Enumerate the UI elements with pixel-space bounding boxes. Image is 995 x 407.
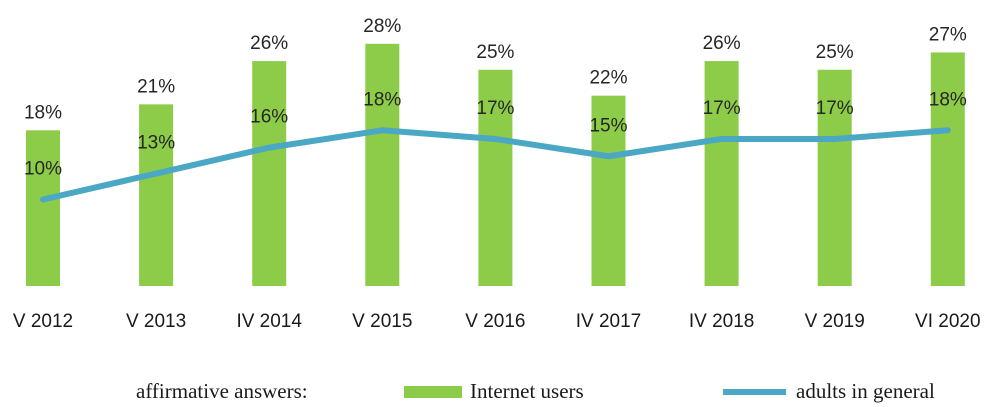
bar-value-label: 26% xyxy=(703,33,741,54)
line-value-label: 15% xyxy=(589,115,627,136)
bar-value-label: 26% xyxy=(250,33,288,54)
bar-internet-users xyxy=(478,69,513,286)
x-tick-label: VI 2020 xyxy=(915,311,981,332)
bar-value-label: 22% xyxy=(589,68,627,89)
legend-label-adults-in-general: adults in general xyxy=(796,379,935,403)
bar-value-label: 25% xyxy=(476,42,514,63)
bar-internet-users xyxy=(365,43,400,286)
line-group xyxy=(40,127,951,203)
x-tick-label: IV 2018 xyxy=(689,311,755,332)
x-tick-label: V 2013 xyxy=(126,311,186,332)
x-axis-ticks: V 2012 V 2013 IV 2014 V 2015 V 2016 IV 2017 IV… xyxy=(13,311,981,332)
line-value-label: 17% xyxy=(476,98,514,119)
x-tick-label: V 2012 xyxy=(13,311,73,332)
bar-internet-users xyxy=(252,61,287,286)
legend-swatch-internet-users xyxy=(404,386,462,398)
bar-value-label: 18% xyxy=(24,102,62,123)
bar-internet-users xyxy=(930,52,965,287)
bars-group xyxy=(26,43,965,287)
bar-internet-users xyxy=(817,69,852,286)
x-tick-label: IV 2014 xyxy=(236,311,302,332)
data-labels-group: 18% 10% 21% 13% 26% 16% 28% 18% 25% 17% 22% 15% 26% 1… xyxy=(24,16,967,180)
x-tick-label: V 2016 xyxy=(465,311,525,332)
bar-internet-users xyxy=(704,61,739,286)
line-value-label: 13% xyxy=(137,133,175,154)
line-value-label: 16% xyxy=(250,107,288,128)
line-value-label: 10% xyxy=(24,159,62,180)
bar-value-label: 25% xyxy=(816,42,854,63)
line-value-label: 18% xyxy=(929,89,967,110)
bar-internet-users xyxy=(139,104,174,286)
legend-label-internet-users: Internet users xyxy=(470,379,584,403)
legend-title: affirmative answers: xyxy=(136,379,308,403)
x-tick-label: V 2015 xyxy=(352,311,412,332)
bar-internet-users xyxy=(591,95,626,286)
bar-value-label: 27% xyxy=(929,24,967,45)
x-tick-label: V 2019 xyxy=(805,311,865,332)
bar-internet-users xyxy=(26,130,60,286)
x-tick-label: IV 2017 xyxy=(576,311,642,332)
legend: affirmative answers: Internet users adul… xyxy=(136,379,935,403)
line-value-label: 18% xyxy=(363,89,401,110)
line-value-label: 17% xyxy=(816,98,854,119)
line-value-label: 17% xyxy=(703,98,741,119)
bar-value-label: 21% xyxy=(137,76,175,97)
line-adults-in-general xyxy=(40,127,951,203)
bar-value-label: 28% xyxy=(363,16,401,37)
